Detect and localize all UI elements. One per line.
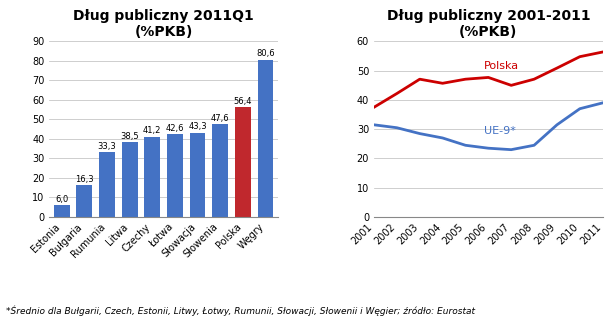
Text: 6,0: 6,0 [55,195,68,204]
Text: 42,6: 42,6 [165,123,184,132]
Text: 41,2: 41,2 [143,126,161,135]
Text: *Średnio dla Bułgarii, Czech, Estonii, Litwy, Łotwy, Rumunii, Słowacji, Słowenii: *Średnio dla Bułgarii, Czech, Estonii, L… [6,305,475,316]
Bar [76,185,92,217]
Text: Polska: Polska [484,61,519,71]
Text: 33,3: 33,3 [98,142,116,151]
Text: 47,6: 47,6 [211,114,229,123]
Bar [258,60,274,217]
Bar [235,107,251,217]
Bar [212,124,228,217]
Text: 16,3: 16,3 [75,175,93,184]
Text: 43,3: 43,3 [188,122,207,131]
Bar [167,134,183,217]
Bar [54,205,69,217]
Text: 38,5: 38,5 [121,131,139,140]
Text: UE-9*: UE-9* [484,126,515,136]
Bar [145,137,160,217]
Title: Dług publiczny 2001-2011
(%PKB): Dług publiczny 2001-2011 (%PKB) [387,9,590,39]
Title: Dług publiczny 2011Q1
(%PKB): Dług publiczny 2011Q1 (%PKB) [73,9,254,39]
Bar [189,132,205,217]
Text: 80,6: 80,6 [256,49,275,58]
Bar [122,142,138,217]
Bar [99,152,115,217]
Text: 56,4: 56,4 [234,97,252,106]
